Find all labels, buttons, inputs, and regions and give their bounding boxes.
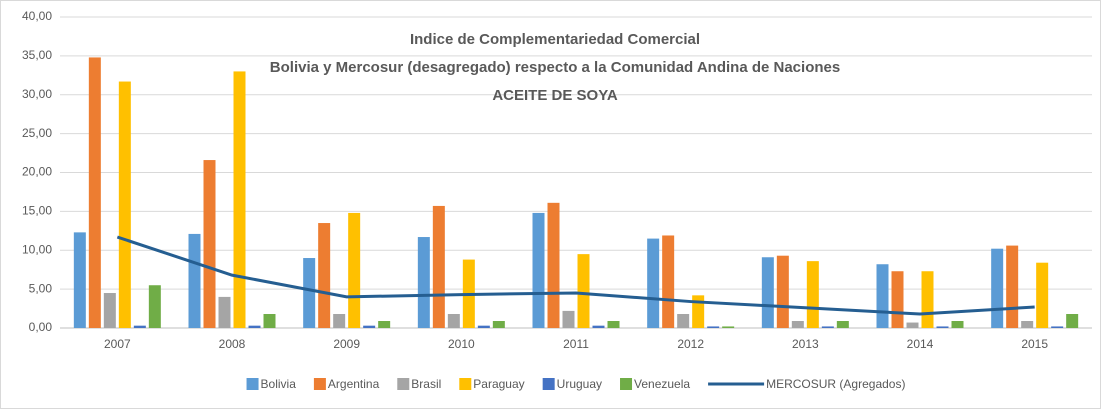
legend-swatch	[620, 378, 633, 390]
legend-swatch	[459, 378, 472, 390]
legend-label: MERCOSUR (Agregados)	[766, 377, 905, 391]
legend-item: Brasil	[397, 377, 441, 391]
bar	[378, 321, 391, 328]
bar	[1066, 314, 1079, 328]
bar	[791, 321, 804, 328]
bar	[103, 293, 116, 328]
bar	[1051, 326, 1064, 328]
y-tick-label: 35,00	[22, 48, 52, 62]
bar	[447, 314, 460, 328]
bar	[492, 321, 505, 328]
legend-item: Paraguay	[459, 377, 525, 391]
bar	[707, 326, 720, 328]
line-series	[116, 235, 1035, 316]
y-tick-label: 15,00	[22, 204, 52, 218]
bar	[1036, 262, 1049, 328]
x-tick-label: 2013	[792, 337, 819, 351]
y-tick-label: 0,00	[29, 320, 53, 334]
bar	[876, 264, 889, 328]
x-tick-label: 2011	[563, 337, 589, 351]
bar	[891, 271, 904, 328]
bar	[363, 325, 376, 328]
legend-swatch	[246, 378, 259, 390]
legend-item: Uruguay	[542, 377, 602, 391]
bar	[333, 314, 346, 328]
legend-label: Argentina	[328, 377, 380, 391]
x-tick-label: 2012	[677, 337, 704, 351]
bar	[233, 71, 246, 329]
chart-title: Indice de Complementariedad Comercial	[410, 31, 700, 48]
legend-label: Uruguay	[557, 377, 602, 391]
x-tick-label: 2008	[219, 337, 246, 351]
bar	[348, 212, 361, 328]
legend-swatch	[397, 378, 410, 390]
bar	[218, 296, 231, 328]
bar	[477, 325, 490, 328]
chart-title: ACEITE DE SOYA	[492, 87, 617, 104]
bar	[836, 321, 849, 328]
bar	[263, 314, 276, 328]
y-tick-label: 40,00	[22, 9, 52, 23]
legend-item: Argentina	[313, 377, 380, 391]
legend-label: Paraguay	[473, 377, 524, 391]
bar	[607, 321, 620, 328]
bar	[577, 254, 590, 328]
bar	[677, 314, 690, 328]
bar	[806, 261, 819, 328]
bar	[562, 310, 575, 328]
bar	[248, 325, 261, 328]
bar	[662, 235, 675, 328]
bar	[118, 81, 131, 328]
legend-swatch	[542, 378, 555, 390]
bar	[188, 233, 201, 328]
legend-label: Bolivia	[261, 377, 297, 391]
legend-label: Venezuela	[634, 377, 690, 391]
bar	[906, 322, 919, 328]
x-tick-label: 2010	[448, 337, 475, 351]
bar	[921, 271, 934, 328]
bar	[951, 321, 964, 328]
y-tick-label: 20,00	[22, 165, 52, 179]
y-tick-label: 30,00	[22, 87, 52, 101]
y-tick-label: 25,00	[22, 126, 52, 140]
bar	[1021, 321, 1034, 328]
bar	[203, 160, 216, 328]
bar	[133, 325, 146, 328]
bar	[417, 237, 430, 328]
bar	[592, 325, 605, 328]
x-tick-label: 2007	[104, 337, 131, 351]
bar	[88, 57, 101, 329]
y-tick-label: 5,00	[29, 281, 53, 295]
bar	[73, 232, 86, 328]
legend-item: Venezuela	[620, 377, 690, 391]
bar	[761, 257, 774, 328]
bar	[776, 255, 789, 328]
bar	[722, 326, 735, 328]
y-tick-label: 10,00	[22, 242, 52, 256]
bar	[148, 285, 161, 328]
bar	[318, 223, 331, 328]
bar	[991, 248, 1004, 328]
x-tick-label: 2014	[907, 337, 934, 351]
bar	[432, 205, 445, 328]
legend-item: Bolivia	[246, 377, 297, 391]
bar	[532, 212, 545, 328]
bar	[821, 326, 834, 328]
legend-label: Brasil	[411, 377, 441, 391]
chart-title: Bolivia y Mercosur (desagregado) respect…	[270, 59, 840, 76]
legend-item: MERCOSUR (Agregados)	[708, 377, 905, 391]
legend-swatch	[313, 378, 326, 390]
bar	[303, 258, 316, 328]
x-tick-label: 2015	[1021, 337, 1048, 351]
x-tick-label: 2009	[333, 337, 360, 351]
bar	[1006, 245, 1019, 328]
bar	[647, 238, 660, 328]
bar	[547, 202, 560, 328]
bar	[936, 326, 949, 328]
